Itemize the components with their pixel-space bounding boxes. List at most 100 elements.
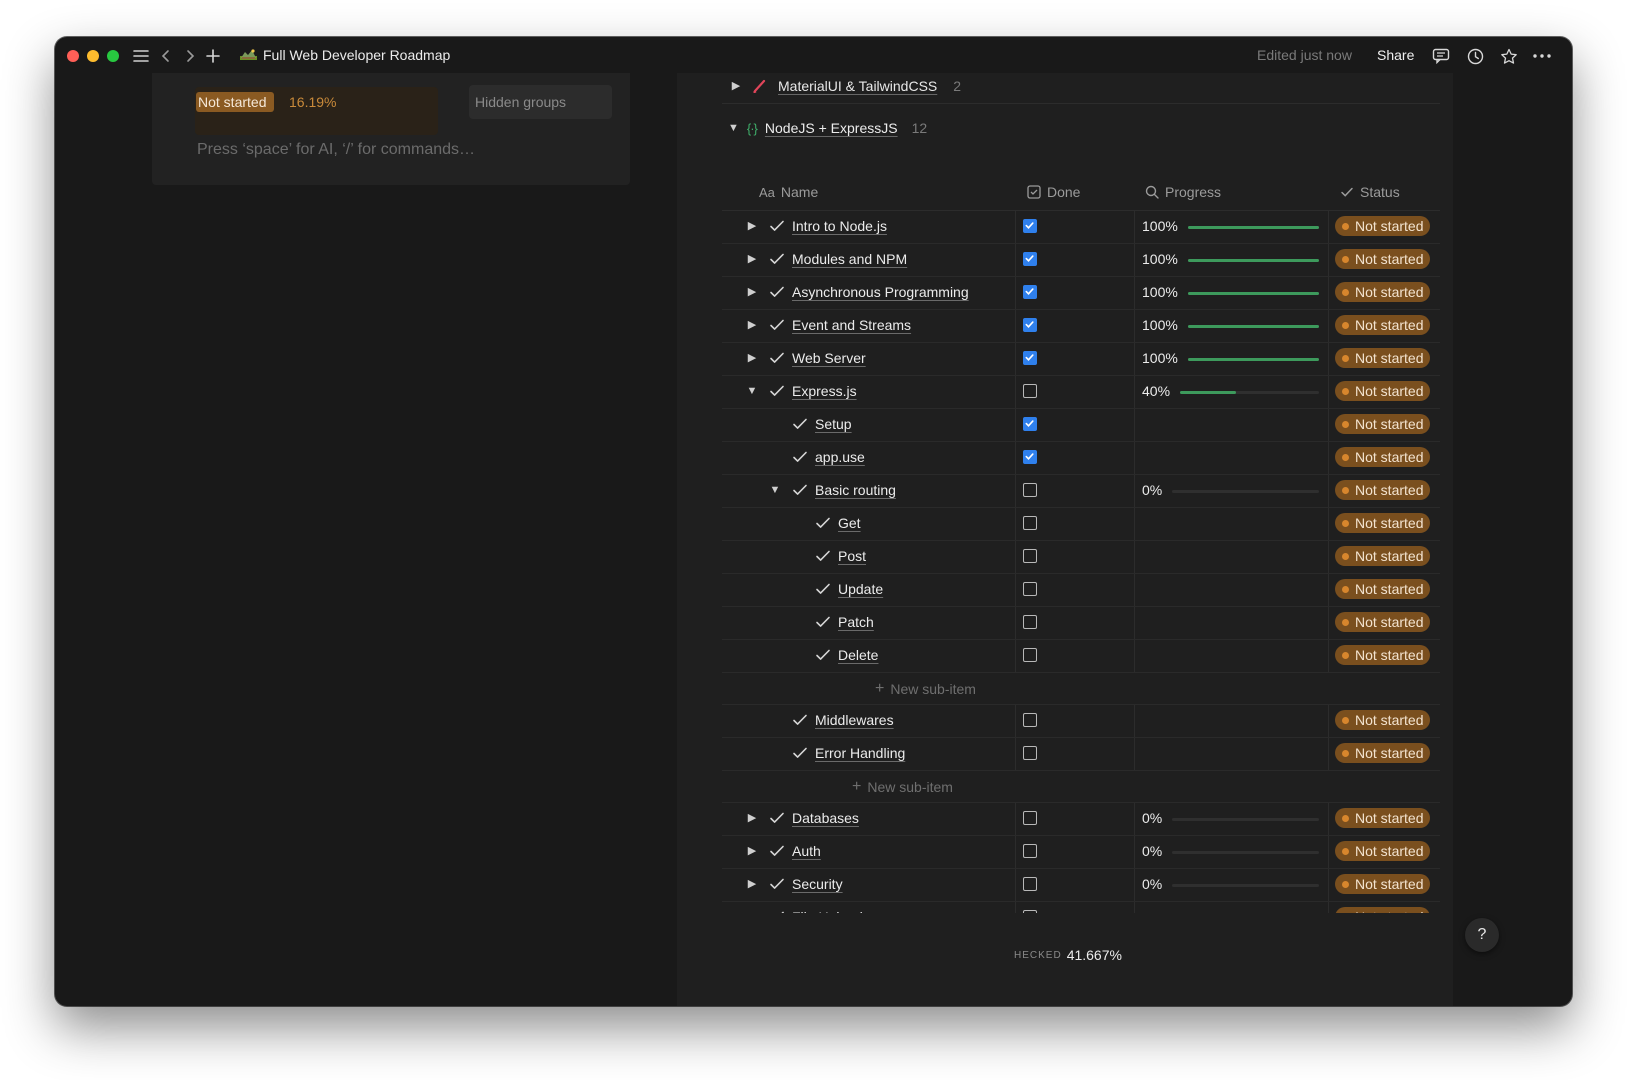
status-badge[interactable]: Not started bbox=[1335, 546, 1431, 566]
row-title[interactable]: Patch bbox=[838, 614, 874, 630]
done-checkbox[interactable] bbox=[1023, 483, 1037, 497]
minimize-window-button[interactable] bbox=[87, 50, 99, 62]
new-sub-item-row[interactable]: + New sub-item bbox=[722, 771, 1440, 803]
done-checkbox-checked[interactable] bbox=[1023, 318, 1037, 332]
status-badge[interactable]: Not started bbox=[1335, 480, 1431, 500]
row-title[interactable]: Intro to Node.js bbox=[792, 218, 887, 234]
done-checkbox[interactable] bbox=[1023, 910, 1037, 913]
row-title[interactable]: File Uploads bbox=[792, 909, 870, 913]
done-checkbox-checked[interactable] bbox=[1023, 351, 1037, 365]
group-header-materialui[interactable]: ▶ MaterialUI & TailwindCSS 2 bbox=[730, 73, 961, 99]
status-badge[interactable]: Not started bbox=[1335, 808, 1431, 828]
done-checkbox-checked[interactable] bbox=[1023, 450, 1037, 464]
hidden-groups-column[interactable]: Hidden groups bbox=[469, 85, 612, 119]
expand-toggle-closed-icon[interactable]: ▶ bbox=[747, 286, 757, 298]
group-header-nodejs[interactable]: ▼ {·} NodeJS + ExpressJS 12 bbox=[728, 117, 927, 139]
done-checkbox[interactable] bbox=[1023, 877, 1037, 891]
status-badge[interactable]: Not started bbox=[1335, 907, 1431, 913]
done-checkbox[interactable] bbox=[1023, 713, 1037, 727]
row-title[interactable]: Web Server bbox=[792, 350, 866, 366]
sidebar-menu-icon[interactable] bbox=[131, 46, 151, 66]
row-title[interactable]: Get bbox=[838, 515, 861, 531]
expand-toggle-closed-icon[interactable]: ▶ bbox=[747, 812, 757, 824]
help-button[interactable]: ? bbox=[1465, 918, 1499, 952]
done-checkbox-checked[interactable] bbox=[1023, 252, 1037, 266]
new-sub-item-row[interactable]: + New sub-item bbox=[722, 673, 1440, 705]
column-header-status[interactable]: Status bbox=[1340, 182, 1400, 202]
page-title-breadcrumb[interactable]: Full Web Developer Roadmap bbox=[240, 47, 450, 63]
table-row[interactable]: Middlewares Not started bbox=[722, 705, 1440, 738]
row-title[interactable]: Middlewares bbox=[815, 712, 894, 728]
done-checkbox-checked[interactable] bbox=[1023, 417, 1037, 431]
forward-arrow-icon[interactable] bbox=[183, 46, 197, 66]
table-row[interactable]: ▶ Asynchronous Programming 100% Not started bbox=[722, 277, 1440, 310]
row-title[interactable]: Setup bbox=[815, 416, 852, 432]
group-toggle-expanded-icon[interactable]: ▼ bbox=[728, 122, 739, 134]
zoom-window-button[interactable] bbox=[107, 50, 119, 62]
expand-toggle-closed-icon[interactable]: ▶ bbox=[747, 845, 757, 857]
favorite-star-icon[interactable] bbox=[1499, 46, 1519, 66]
row-title[interactable]: Delete bbox=[838, 647, 878, 663]
history-clock-icon[interactable] bbox=[1465, 46, 1485, 66]
table-row[interactable]: ▼ Express.js 40% Not started bbox=[722, 376, 1440, 409]
status-badge[interactable]: Not started bbox=[1335, 447, 1431, 467]
comments-icon[interactable] bbox=[1431, 46, 1451, 66]
table-row[interactable]: app.use Not started bbox=[722, 442, 1440, 475]
table-row[interactable]: ▶ Databases 0% Not started bbox=[722, 803, 1440, 836]
row-title[interactable]: Update bbox=[838, 581, 883, 597]
row-title[interactable]: Asynchronous Programming bbox=[792, 284, 969, 300]
row-title[interactable]: Express.js bbox=[792, 383, 857, 399]
table-row[interactable]: Post Not started bbox=[722, 541, 1440, 574]
table-row[interactable]: Setup Not started bbox=[722, 409, 1440, 442]
close-window-button[interactable] bbox=[67, 50, 79, 62]
done-checkbox[interactable] bbox=[1023, 516, 1037, 530]
share-button[interactable]: Share bbox=[1377, 47, 1415, 63]
expand-toggle-open-icon[interactable]: ▼ bbox=[769, 484, 781, 496]
status-badge[interactable]: Not started bbox=[1335, 414, 1431, 434]
status-badge[interactable]: Not started bbox=[1335, 874, 1431, 894]
row-title[interactable]: Security bbox=[792, 876, 843, 892]
table-row[interactable]: ▶ Web Server 100% Not started bbox=[722, 343, 1440, 376]
table-row[interactable]: Patch Not started bbox=[722, 607, 1440, 640]
table-row[interactable]: Update Not started bbox=[722, 574, 1440, 607]
status-badge[interactable]: Not started bbox=[1335, 743, 1431, 763]
table-row[interactable]: Delete Not started bbox=[722, 640, 1440, 673]
row-title[interactable]: Post bbox=[838, 548, 866, 564]
table-row[interactable]: ▼ Basic routing 0% Not started bbox=[722, 475, 1440, 508]
row-title[interactable]: Basic routing bbox=[815, 482, 896, 498]
expand-toggle-closed-icon[interactable]: ▶ bbox=[747, 319, 757, 331]
done-checkbox[interactable] bbox=[1023, 844, 1037, 858]
done-checkbox[interactable] bbox=[1023, 615, 1037, 629]
status-badge[interactable]: Not started bbox=[1335, 612, 1431, 632]
table-row[interactable]: ▶ Modules and NPM 100% Not started bbox=[722, 244, 1440, 277]
done-checkbox-checked[interactable] bbox=[1023, 285, 1037, 299]
status-badge[interactable]: Not started bbox=[1335, 513, 1431, 533]
group-toggle-collapsed-icon[interactable]: ▶ bbox=[731, 80, 741, 92]
done-checkbox-checked[interactable] bbox=[1023, 219, 1037, 233]
status-badge[interactable]: Not started bbox=[1335, 315, 1431, 335]
done-checkbox[interactable] bbox=[1023, 746, 1037, 760]
back-arrow-icon[interactable] bbox=[159, 46, 173, 66]
done-checkbox[interactable] bbox=[1023, 648, 1037, 662]
expand-toggle-closed-icon[interactable]: ▶ bbox=[747, 253, 757, 265]
status-badge[interactable]: Not started bbox=[1335, 249, 1431, 269]
row-title[interactable]: Auth bbox=[792, 843, 821, 859]
done-checkbox[interactable] bbox=[1023, 384, 1037, 398]
done-checkbox[interactable] bbox=[1023, 811, 1037, 825]
row-title[interactable]: Databases bbox=[792, 810, 859, 826]
table-row[interactable]: Error Handling Not started bbox=[722, 738, 1440, 771]
status-badge[interactable]: Not started bbox=[1335, 645, 1431, 665]
new-page-plus-icon[interactable] bbox=[205, 46, 221, 66]
table-row[interactable]: Get Not started bbox=[722, 508, 1440, 541]
status-badge[interactable]: Not started bbox=[1335, 841, 1431, 861]
row-title[interactable]: Event and Streams bbox=[792, 317, 911, 333]
expand-toggle-closed-icon[interactable]: ▶ bbox=[747, 220, 757, 232]
expand-toggle-closed-icon[interactable]: ▶ bbox=[747, 878, 757, 890]
table-row[interactable]: ▶ Auth 0% Not started bbox=[722, 836, 1440, 869]
expand-toggle-closed-icon[interactable]: ▶ bbox=[747, 352, 757, 364]
more-options-icon[interactable] bbox=[1532, 46, 1552, 66]
table-row[interactable]: ▶ Security 0% Not started bbox=[722, 869, 1440, 902]
status-badge[interactable]: Not started bbox=[1335, 579, 1431, 599]
expand-toggle-open-icon[interactable]: ▼ bbox=[746, 385, 758, 397]
table-row[interactable]: ▶ Event and Streams 100% Not started bbox=[722, 310, 1440, 343]
